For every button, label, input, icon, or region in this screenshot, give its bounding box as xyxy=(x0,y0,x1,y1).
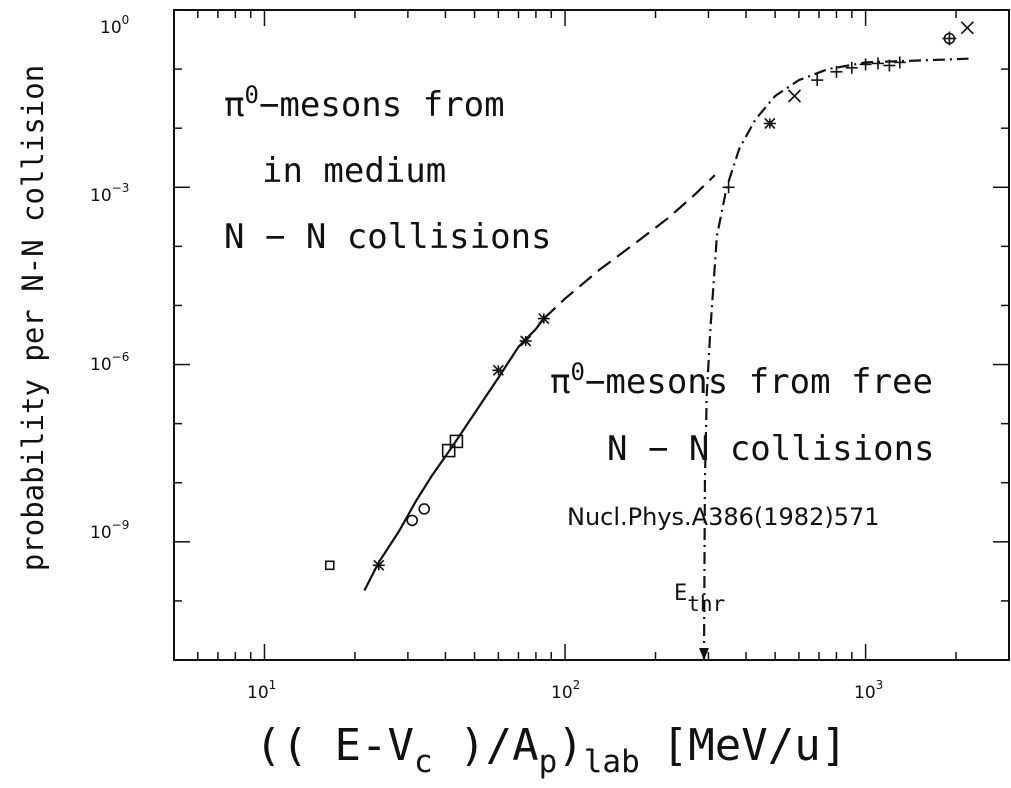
annotation-free: π0−mesons from free N − N collisions Nuc… xyxy=(550,358,935,531)
curves-layer xyxy=(363,57,969,661)
ticks-layer xyxy=(173,9,1010,661)
data-point xyxy=(845,61,858,74)
curve-dashed xyxy=(543,174,716,320)
x-tick-label-100: 102 xyxy=(551,678,580,703)
annotation-reference: Nucl.Phys.A386(1982)571 xyxy=(567,503,880,531)
x-tick-label-10: 101 xyxy=(247,678,276,703)
marker-square xyxy=(441,443,456,458)
marker-stroke xyxy=(787,89,802,103)
annotation-in-medium-line1: π0−mesons from xyxy=(224,81,505,125)
y-tick-label-0: 100 xyxy=(100,13,129,38)
annotation-free-line2: N − N collisions xyxy=(607,429,935,469)
y-axis-label: probability per N-N collision xyxy=(16,65,50,571)
plot-frame xyxy=(173,9,1010,661)
marker-circle xyxy=(406,514,419,527)
data-point xyxy=(324,560,335,571)
marker-stroke xyxy=(960,21,974,35)
annotation-in-medium: π0−mesons from in medium N − N collision… xyxy=(224,81,552,257)
data-point xyxy=(537,313,550,325)
data-point xyxy=(449,434,464,449)
x-axis-label: (( E-Vc )/Ap)lab [MeV/u] xyxy=(255,720,847,780)
marker-square xyxy=(449,434,464,449)
data-point xyxy=(787,89,802,103)
data-point xyxy=(406,514,419,527)
points-layer xyxy=(324,21,974,571)
data-point xyxy=(519,335,532,347)
y-tick-labels: 100 10−3 10−6 10−9 xyxy=(90,13,129,543)
data-point xyxy=(441,443,456,458)
x-tick-labels: 101 102 103 xyxy=(247,678,883,703)
data-point xyxy=(811,74,824,87)
data-point xyxy=(372,559,385,571)
marker-circle xyxy=(418,503,431,515)
data-point xyxy=(942,31,957,46)
data-point xyxy=(960,21,974,35)
data-point xyxy=(872,57,884,70)
data-point xyxy=(418,503,431,515)
annotation-free-line1: π0−mesons from free xyxy=(550,358,933,402)
curve-dash-dot xyxy=(702,57,969,661)
y-tick-label-3: 10−3 xyxy=(90,181,129,206)
data-point xyxy=(492,364,505,376)
marker-box xyxy=(324,560,335,571)
annotation-in-medium-line3: N − N collisions xyxy=(224,217,552,257)
data-point xyxy=(883,59,896,72)
data-point xyxy=(893,56,906,69)
x-tick-label-1000: 103 xyxy=(854,678,883,703)
data-point xyxy=(722,181,735,194)
threshold-label: Ethr xyxy=(674,581,725,616)
data-point xyxy=(830,65,843,78)
y-tick-label-6: 10−6 xyxy=(90,350,129,375)
annotation-in-medium-line2: in medium xyxy=(262,151,446,191)
y-tick-label-9: 10−9 xyxy=(90,518,129,543)
data-point xyxy=(763,117,776,130)
data-point xyxy=(859,58,872,71)
threshold-arrowhead xyxy=(699,648,709,660)
